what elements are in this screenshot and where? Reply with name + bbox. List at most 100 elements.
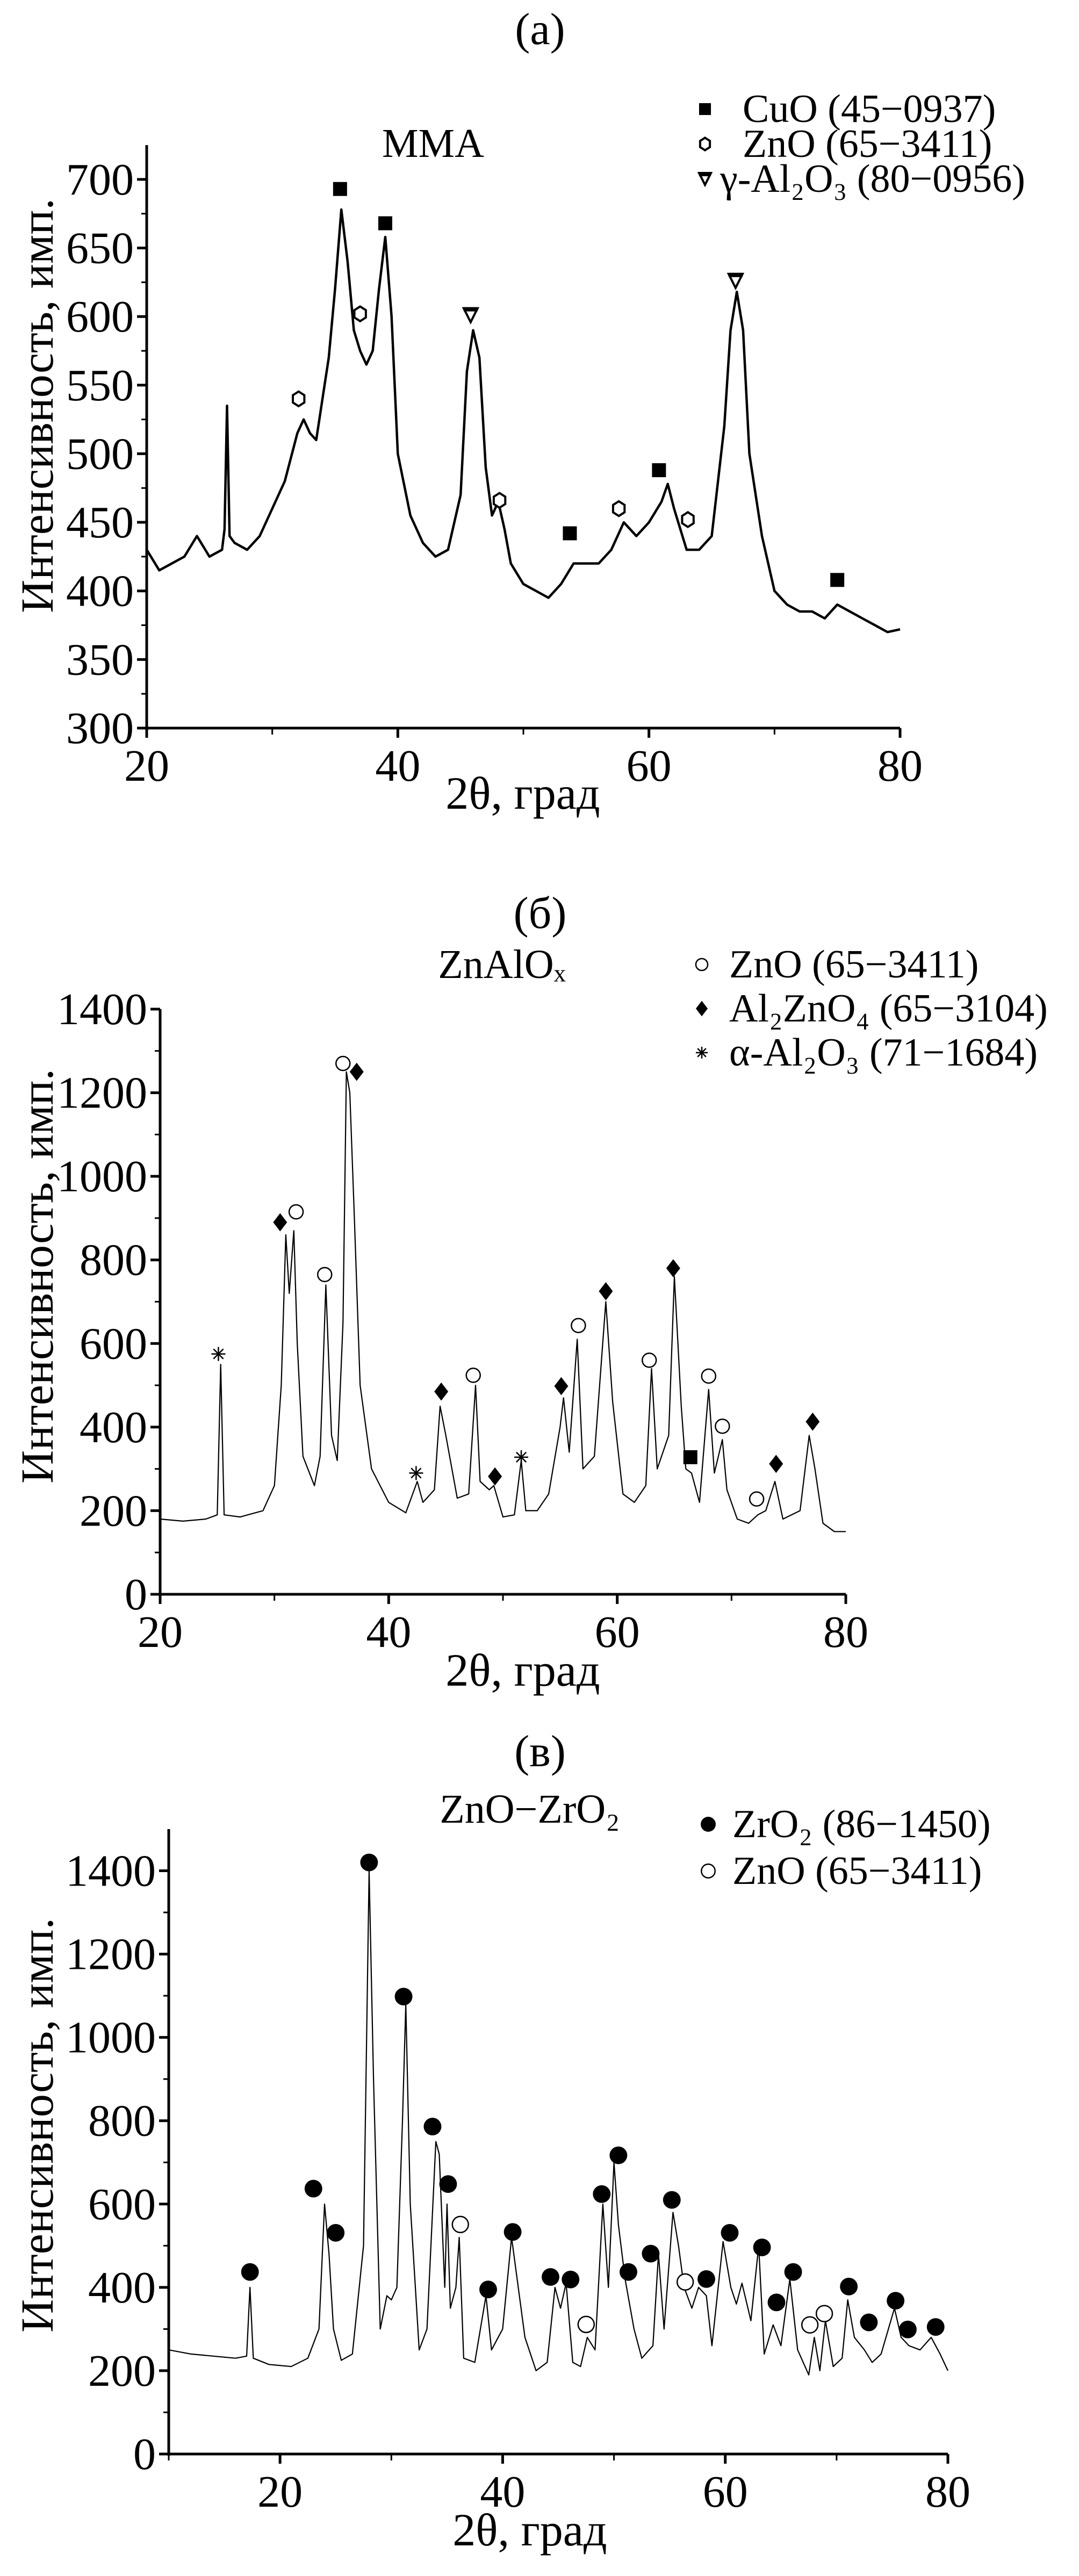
peak-marker-diamond	[273, 1213, 287, 1232]
peak-marker-triangle-down-top	[463, 307, 478, 312]
x-tick-label: 40	[480, 2467, 525, 2517]
peak-marker-circle-filled	[767, 2293, 786, 2312]
y-tick-label: 400	[80, 1402, 147, 1452]
peak-marker-circle-filled	[327, 2224, 345, 2242]
xrd-pattern-line	[168, 1870, 948, 2376]
peak-marker-circle-filled	[439, 2175, 457, 2193]
peak-marker-hexagon-open	[492, 492, 507, 509]
peak-marker-circle-filled	[753, 2238, 771, 2256]
peak-marker-square	[378, 216, 392, 231]
y-axis-label-a: Интенсивность, имп.	[11, 198, 63, 613]
legend-label-al2zno4: Al₂ZnO₄ (65−3104)	[729, 987, 1048, 1031]
y-tick-label: 200	[80, 1486, 147, 1536]
panel-a: (а) ММА CuO (45−0937) ZnO (65−3411) γ-Al…	[11, 4, 1025, 819]
peak-marker-circle-filled	[593, 2185, 611, 2203]
peak-marker-diamond	[434, 1382, 449, 1401]
x-tick-label: 40	[375, 741, 420, 791]
peak-marker-circle-open	[451, 2215, 469, 2233]
x-tick-label: 40	[366, 1607, 411, 1657]
x-axis-label-c: 2θ, град	[452, 2504, 607, 2556]
y-tick-label: 600	[66, 292, 134, 342]
peak-marker-circle-filled	[898, 2320, 917, 2338]
y-tick-label: 1200	[57, 1068, 147, 1118]
peak-marker-asterisk	[514, 1450, 529, 1464]
peak-marker-circle-filled	[697, 2270, 715, 2288]
y-tick-label: 400	[88, 2263, 156, 2313]
peak-marker-diamond	[554, 1377, 569, 1395]
y-axis-label-c: Интенсивность, имп.	[11, 1918, 63, 2333]
legend-label-zno: ZnO (65−3411)	[729, 942, 979, 987]
y-tick-label: 300	[66, 703, 134, 753]
y-tick-label: 1400	[66, 1846, 156, 1896]
peak-marker-square	[830, 573, 845, 587]
x-tick-label: 20	[124, 741, 169, 791]
legend-label-alpha-al2o3: α-Al₂O₃ (71−1684)	[729, 1031, 1038, 1075]
legend-marker-circle-open	[695, 958, 709, 972]
peak-marker-circle-open	[701, 1368, 717, 1384]
peak-marker-circle-filled	[423, 2118, 442, 2136]
legend-label-cuo: CuO (45−0937)	[743, 87, 996, 131]
legend-marker-circle-filled	[701, 1817, 716, 1832]
y-tick-label: 200	[88, 2346, 156, 2396]
y-tick-label: 500	[66, 429, 134, 479]
y-tick-label: 1200	[66, 1930, 156, 1980]
panel-label-a: (а)	[515, 4, 565, 54]
peak-marker-circle-filled	[479, 2280, 497, 2299]
peak-marker-circle-filled	[860, 2313, 878, 2332]
peak-marker-circle-open	[676, 2273, 694, 2291]
peak-marker-circle-open	[641, 1352, 657, 1368]
peak-marker-asterisk	[211, 1347, 226, 1361]
x-axis-label-a: 2θ, град	[445, 767, 600, 819]
peak-marker-circle-filled	[784, 2263, 802, 2281]
peak-marker-circle-filled	[394, 1988, 413, 2006]
peak-marker-asterisk	[409, 1466, 423, 1480]
y-tick-label: 400	[66, 566, 134, 616]
peak-marker-circle-open	[801, 2316, 819, 2334]
y-tick-label: 600	[88, 2179, 156, 2229]
x-tick-label: 80	[823, 1607, 868, 1657]
peak-marker-triangle-down-top	[728, 272, 743, 277]
y-tick-label: 800	[80, 1235, 147, 1285]
peak-marker-circle-filled	[241, 2263, 259, 2281]
plot-1: 0 200 400 600 800 1000 1200 1400 20 40 60 80	[57, 958, 868, 1657]
y-axis-label-b: Интенсивность, имп.	[11, 1069, 63, 1484]
peak-marker-hexagon-open	[612, 500, 626, 517]
y-tick-label: 1000	[57, 1152, 147, 1201]
peak-marker-diamond	[349, 1062, 364, 1081]
y-tick-label: 600	[80, 1319, 147, 1369]
legend-label-zno: ZnO (65−3411)	[743, 122, 992, 166]
peak-marker-circle-open	[288, 1204, 304, 1220]
legend-marker-diamond	[695, 1001, 708, 1017]
x-tick-label: 20	[138, 1607, 183, 1657]
peak-marker-diamond	[769, 1455, 783, 1473]
peak-marker-circle-filled	[887, 2292, 905, 2310]
legend-marker-hexagon-open	[699, 136, 711, 152]
peak-marker-square	[563, 526, 577, 541]
peak-marker-circle-open	[465, 1368, 481, 1383]
peak-marker-diamond	[805, 1412, 820, 1431]
peak-marker-circle-filled	[562, 2270, 580, 2289]
peak-marker-diamond	[666, 1259, 680, 1278]
y-tick-label: 1000	[66, 2013, 156, 2063]
x-tick-label: 60	[627, 741, 672, 791]
legend-marker-square	[699, 103, 711, 116]
x-tick-label: 80	[925, 2467, 970, 2517]
xrd-pattern-line	[160, 1071, 846, 1532]
peak-marker-circle-filled	[840, 2277, 858, 2296]
panel-c: (в) ZnO−ZrO₂ ZrO₂ (86−1450) ZnO (65−3411…	[11, 1726, 991, 2556]
legend-label-zno: ZnO (65−3411)	[732, 1849, 982, 1893]
y-tick-label: 450	[66, 498, 134, 548]
peak-marker-circle-open	[335, 1055, 351, 1071]
peak-marker-square	[333, 182, 347, 196]
sample-title-b: ZnAlOₓ	[438, 942, 565, 987]
panel-label-b: (б)	[514, 888, 567, 938]
legend-label-zro2: ZrO₂ (86−1450)	[732, 1802, 991, 1846]
y-tick-label: 1400	[57, 984, 147, 1034]
y-tick-label: 650	[66, 223, 134, 273]
peak-marker-circle-open	[815, 2305, 833, 2322]
panel-label-c: (в)	[514, 1726, 566, 1776]
peak-marker-circle-filled	[926, 2318, 945, 2336]
legend-marker-asterisk	[695, 1046, 708, 1059]
y-tick-label: 350	[66, 635, 134, 685]
